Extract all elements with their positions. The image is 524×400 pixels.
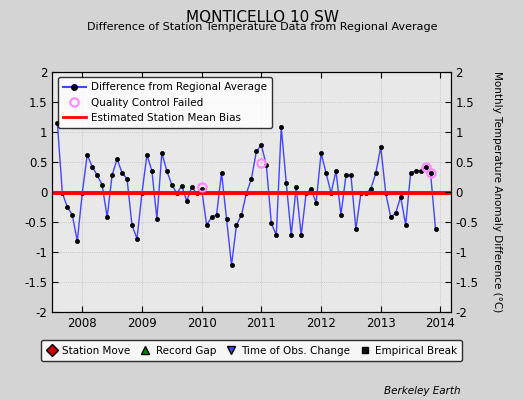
- Text: Berkeley Earth: Berkeley Earth: [385, 386, 461, 396]
- Y-axis label: Monthly Temperature Anomaly Difference (°C): Monthly Temperature Anomaly Difference (…: [493, 71, 503, 313]
- Legend: Station Move, Record Gap, Time of Obs. Change, Empirical Break: Station Move, Record Gap, Time of Obs. C…: [40, 340, 463, 361]
- Text: Difference of Station Temperature Data from Regional Average: Difference of Station Temperature Data f…: [87, 22, 437, 32]
- Text: MONTICELLO 10 SW: MONTICELLO 10 SW: [185, 10, 339, 25]
